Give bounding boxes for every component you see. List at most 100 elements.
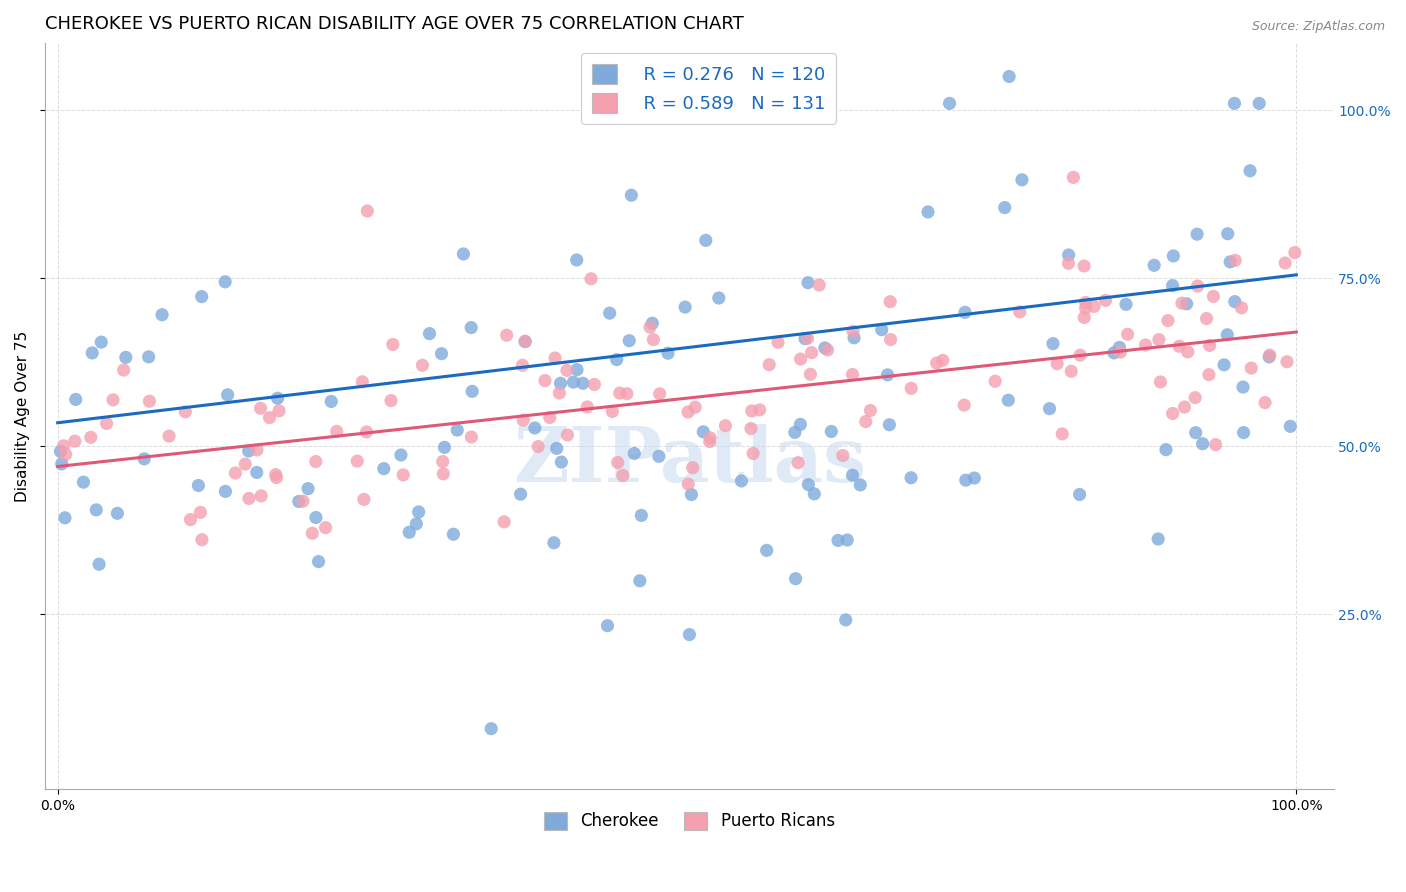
Point — [797, 477, 820, 491]
Point — [418, 326, 440, 341]
Point — [657, 346, 679, 360]
Point — [699, 431, 721, 445]
Point — [433, 441, 456, 455]
Point — [1143, 258, 1166, 272]
Point — [1232, 425, 1254, 440]
Point — [879, 417, 901, 432]
Point — [392, 467, 415, 482]
Point — [1038, 401, 1060, 416]
Point — [101, 392, 124, 407]
Point — [1198, 338, 1220, 352]
Point — [755, 543, 778, 558]
Point — [606, 456, 628, 470]
Point — [72, 475, 94, 490]
Point — [1240, 361, 1263, 376]
Point — [1115, 297, 1137, 311]
Point — [797, 276, 820, 290]
Point — [509, 487, 531, 501]
Point — [800, 345, 823, 359]
Point — [612, 468, 634, 483]
Point — [523, 421, 546, 435]
Point — [353, 492, 375, 507]
Point — [707, 291, 730, 305]
Point — [305, 454, 328, 468]
Point — [512, 413, 534, 427]
Point — [1074, 295, 1097, 310]
Y-axis label: Disability Age Over 75: Disability Age Over 75 — [15, 330, 30, 501]
Point — [550, 455, 572, 469]
Point — [381, 337, 404, 351]
Point — [441, 527, 464, 541]
Point — [544, 351, 567, 365]
Point — [572, 376, 595, 391]
Point — [831, 449, 853, 463]
Point — [1149, 375, 1171, 389]
Point — [1074, 301, 1097, 315]
Point — [138, 394, 160, 409]
Point — [174, 405, 197, 419]
Point — [1223, 96, 1246, 111]
Point — [1046, 357, 1069, 371]
Point — [259, 410, 281, 425]
Point — [1163, 249, 1185, 263]
Point — [741, 404, 763, 418]
Point — [51, 457, 73, 471]
Point — [1191, 436, 1213, 450]
Point — [1135, 338, 1157, 352]
Point — [82, 346, 104, 360]
Point — [157, 429, 180, 443]
Point — [84, 503, 107, 517]
Point — [602, 404, 624, 418]
Point — [512, 358, 534, 372]
Point — [740, 421, 762, 435]
Point — [616, 386, 638, 401]
Point — [356, 204, 378, 219]
Point — [408, 505, 430, 519]
Point — [380, 393, 402, 408]
Point — [1177, 345, 1199, 359]
Point — [238, 491, 260, 506]
Point — [1284, 245, 1306, 260]
Point — [398, 525, 420, 540]
Point — [1083, 299, 1105, 313]
Point — [1258, 350, 1281, 364]
Point — [1239, 163, 1261, 178]
Point — [678, 627, 700, 641]
Point — [932, 353, 955, 368]
Point — [494, 515, 516, 529]
Point — [673, 300, 696, 314]
Point — [179, 513, 201, 527]
Point — [1258, 348, 1281, 362]
Point — [301, 526, 323, 541]
Point — [925, 356, 948, 370]
Point — [900, 471, 922, 485]
Point — [1184, 425, 1206, 440]
Point — [900, 381, 922, 395]
Point — [191, 533, 214, 547]
Point — [1249, 96, 1271, 111]
Point — [579, 272, 602, 286]
Point — [1069, 487, 1091, 501]
Point — [837, 533, 859, 547]
Point — [105, 506, 128, 520]
Point — [460, 430, 482, 444]
Point — [548, 386, 571, 401]
Point — [963, 471, 986, 485]
Point — [187, 478, 209, 492]
Point — [1147, 333, 1170, 347]
Point — [984, 374, 1007, 388]
Point — [758, 358, 780, 372]
Point — [1109, 345, 1132, 359]
Point — [955, 473, 977, 487]
Point — [65, 392, 87, 407]
Point — [1184, 391, 1206, 405]
Point — [352, 375, 374, 389]
Point — [233, 457, 256, 471]
Point — [796, 331, 818, 345]
Point — [783, 425, 806, 440]
Point — [841, 468, 863, 483]
Text: ZIPatlas: ZIPatlas — [513, 424, 866, 498]
Point — [1223, 294, 1246, 309]
Point — [766, 335, 789, 350]
Point — [190, 505, 212, 519]
